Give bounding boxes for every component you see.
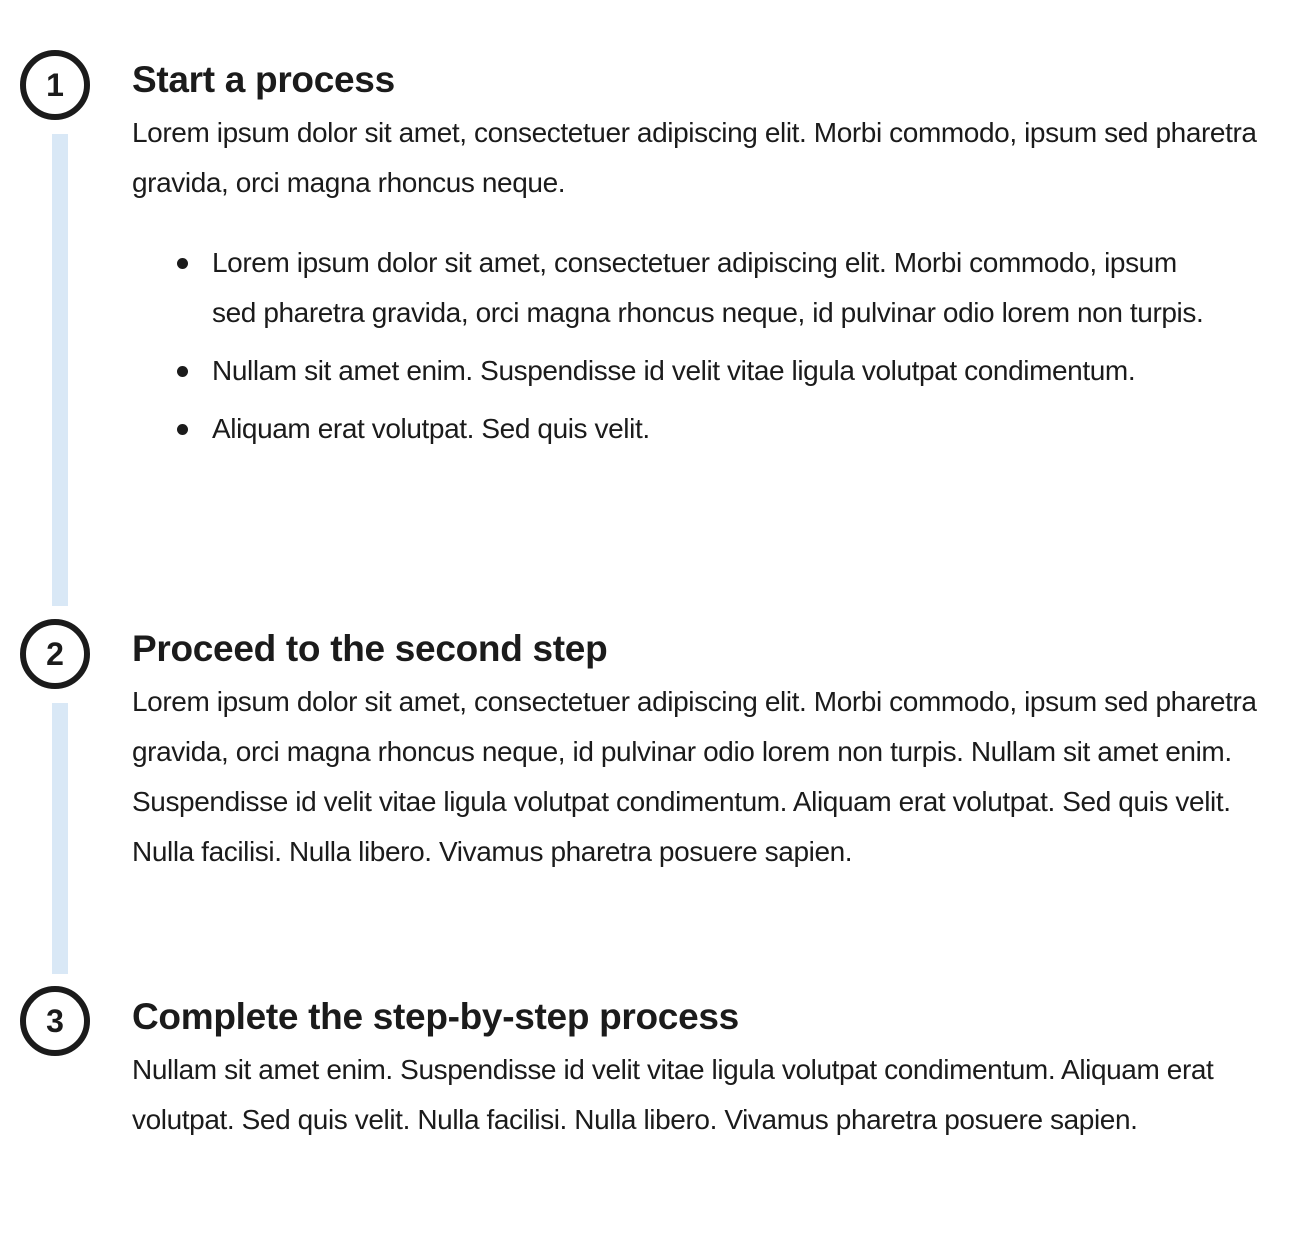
bullet-dot-icon [177, 258, 188, 269]
step-number: 3 [46, 1002, 64, 1039]
step-body-text: Nullam sit amet enim. Suspendisse id vel… [132, 1054, 1214, 1135]
bullet-list: Lorem ipsum dolor sit amet, consectetuer… [132, 238, 1282, 454]
step-number-marker: 1 [20, 50, 90, 120]
step-body-text: Lorem ipsum dolor sit amet, consectetuer… [132, 117, 1257, 198]
bullet-dot-icon [177, 366, 188, 377]
step-heading: Start a process [132, 59, 395, 100]
list-item-text: Nullam sit amet enim. Suspendisse id vel… [212, 355, 1136, 386]
list-item-text: Lorem ipsum dolor sit amet, consectetuer… [212, 247, 1204, 328]
step-number: 2 [46, 635, 64, 672]
list-item: Lorem ipsum dolor sit amet, consectetuer… [177, 238, 1222, 338]
step-heading: Complete the step-by-step process [132, 996, 739, 1037]
step-content: Start a process Lorem ipsum dolor sit am… [132, 58, 1282, 462]
bullet-dot-icon [177, 424, 188, 435]
step-heading: Proceed to the second step [132, 628, 608, 669]
list-item-text: Aliquam erat volutpat. Sed quis velit. [212, 413, 650, 444]
list-item: Aliquam erat volutpat. Sed quis velit. [177, 404, 1222, 454]
list-item: Nullam sit amet enim. Suspendisse id vel… [177, 346, 1222, 396]
step-number-marker: 3 [20, 986, 90, 1056]
step-content: Complete the step-by-step process Nullam… [132, 995, 1282, 1145]
step-number-marker: 2 [20, 619, 90, 689]
step-connector-line [52, 703, 68, 974]
step-body-text: Lorem ipsum dolor sit amet, consectetuer… [132, 686, 1257, 867]
step-content: Proceed to the second step Lorem ipsum d… [132, 627, 1282, 877]
step-number: 1 [46, 66, 64, 103]
step-connector-line [52, 134, 68, 606]
